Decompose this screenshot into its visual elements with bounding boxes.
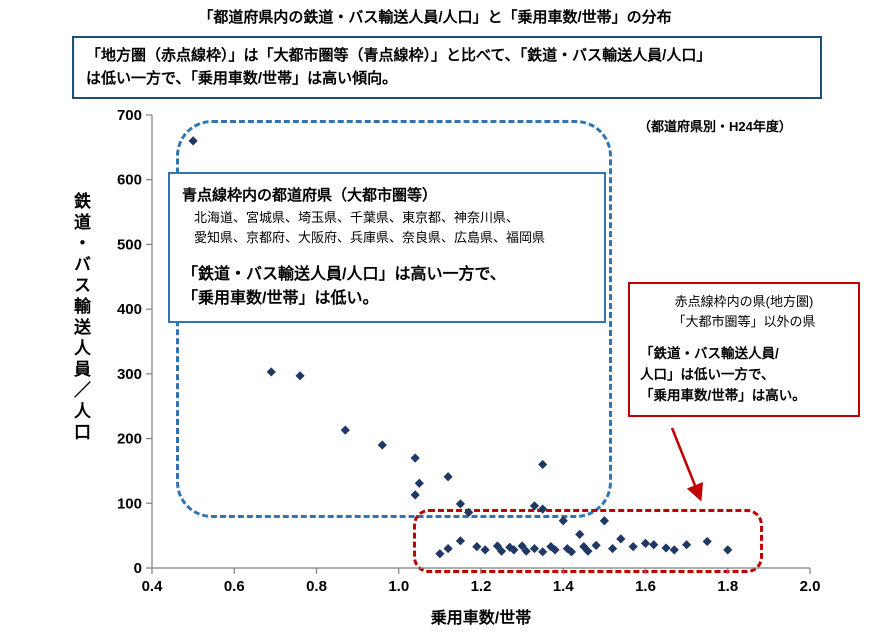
- data-point: [340, 425, 350, 435]
- regional-box-heading: 赤点線枠内の県(地方圏) 「大都市圏等」以外の県: [640, 292, 848, 332]
- x-tick-label: 2.0: [800, 578, 821, 595]
- annotation-arrow: [670, 427, 704, 502]
- data-point: [723, 545, 733, 555]
- regional-heading-line-2: 「大都市圏等」以外の県: [672, 314, 816, 330]
- fiscal-year-note: （都道府県別・H24年度）: [638, 119, 792, 134]
- data-point: [521, 546, 531, 556]
- data-point: [649, 540, 659, 550]
- data-point: [599, 516, 609, 526]
- summary-box: 「地方圏（赤点線枠）」は「大都市圏等（青点線枠）」と比べて、「鉄道・バス輸送人員…: [72, 36, 822, 99]
- data-point: [505, 542, 515, 552]
- data-point: [608, 543, 618, 554]
- data-point: [410, 453, 420, 463]
- metro-prefectures-line-2: 愛知県、京都府、大阪府、兵庫県、奈良県、広島県、福岡県: [194, 229, 546, 245]
- regional-annotation-box: 赤点線枠内の県(地方圏) 「大都市圏等」以外の県 「鉄道・バス輸送人員/ 人口」…: [628, 282, 860, 418]
- data-point: [575, 529, 585, 539]
- y-tick-label: 700: [117, 107, 142, 124]
- metro-box-prefectures: 北海道、宮城県、埼玉県、千葉県、東京都、神奈川県、 愛知県、京都府、大阪府、兵庫…: [182, 208, 592, 247]
- x-axis-label: 乗用車数/世帯: [430, 610, 532, 627]
- regional-cluster-outline: [413, 509, 763, 573]
- data-point: [562, 543, 572, 554]
- x-tick-label: 1.2: [471, 578, 492, 595]
- y-tick-label: 500: [117, 236, 142, 253]
- regional-box-statement: 「鉄道・バス輸送人員/ 人口」は低い一方で、 「乗用車数/世帯」は高い。: [640, 344, 848, 407]
- x-tick-label: 1.8: [717, 578, 738, 595]
- metro-box-statement: 「鉄道・バス輸送人員/人口」は高い一方で、 「乗用車数/世帯」は低い。: [182, 263, 592, 311]
- page-title: 「都道府県内の鉄道・バス輸送人員/人口」と「乗用車数/世帯」の分布: [198, 9, 672, 26]
- data-point: [583, 546, 593, 556]
- data-point: [550, 545, 560, 555]
- data-point: [529, 501, 540, 511]
- y-tick-label: 200: [117, 431, 142, 448]
- data-point: [414, 478, 424, 488]
- data-point: [640, 538, 651, 549]
- data-point: [455, 499, 466, 509]
- data-point: [509, 545, 519, 555]
- data-point: [472, 542, 482, 552]
- data-point: [496, 546, 507, 556]
- summary-line-2: は低い一方で、「乗用車数/世帯」は高い傾向。: [86, 70, 398, 88]
- arrow-line: [670, 427, 704, 502]
- data-point: [455, 536, 466, 546]
- x-tick-label: 1.0: [388, 578, 409, 595]
- y-tick-label: 300: [117, 366, 142, 383]
- data-point: [591, 540, 601, 550]
- data-point: [661, 543, 671, 553]
- data-point: [529, 543, 540, 554]
- data-point: [558, 516, 568, 526]
- y-tick-label: 0: [134, 560, 142, 577]
- data-point: [538, 459, 548, 470]
- data-point: [682, 540, 692, 550]
- data-point: [702, 536, 712, 547]
- data-point: [435, 549, 445, 559]
- metro-statement-line-1: 「鉄道・バス輸送人員/人口」は高い一方で、: [182, 266, 506, 283]
- x-tick-label: 0.6: [224, 578, 245, 595]
- summary-line-1: 「地方圏（赤点線枠）」は「大都市圏等（青点線枠）」と比べて、「鉄道・バス輸送人員…: [86, 47, 712, 64]
- metro-box-heading: 青点線枠内の都道府県（大都市圏等）: [182, 187, 438, 204]
- data-point: [295, 371, 305, 381]
- data-point: [538, 547, 548, 557]
- data-point: [492, 541, 503, 551]
- x-tick-label: 0.4: [142, 578, 164, 595]
- data-point: [538, 504, 548, 514]
- data-point: [443, 543, 453, 554]
- regional-heading-line-1: 赤点線枠内の県(地方圏): [674, 294, 814, 309]
- data-point: [628, 542, 638, 552]
- metro-prefectures-line-1: 北海道、宮城県、埼玉県、千葉県、東京都、神奈川県、: [194, 210, 520, 225]
- data-point: [517, 541, 527, 551]
- metro-annotation-box: 青点線枠内の都道府県（大都市圏等） 北海道、宮城県、埼玉県、千葉県、東京都、神奈…: [168, 172, 606, 323]
- x-tick-label: 0.8: [306, 578, 327, 595]
- metro-statement-line-2: 「乗用車数/世帯」は低い。: [182, 290, 379, 307]
- data-point: [443, 472, 453, 482]
- regional-statement-line-1: 「鉄道・バス輸送人員/: [640, 346, 779, 362]
- regional-statement-line-2: 人口」は低い一方で、: [640, 367, 775, 383]
- regional-statement-line-3: 「乗用車数/世帯」は高い。: [640, 388, 806, 404]
- data-point: [669, 545, 679, 555]
- data-point: [188, 136, 198, 146]
- y-tick-label: 100: [117, 495, 142, 512]
- data-point: [546, 542, 556, 552]
- x-tick-label: 1.4: [553, 578, 575, 595]
- y-tick-label: 600: [117, 172, 142, 189]
- data-point: [266, 367, 276, 377]
- x-tick-label: 1.6: [635, 578, 656, 595]
- data-point: [410, 490, 420, 500]
- data-point: [566, 547, 577, 557]
- data-point: [616, 534, 626, 544]
- y-tick-label: 400: [117, 301, 142, 318]
- data-point: [464, 507, 474, 517]
- y-axis-label: 鉄道・バス輸送人員／人口: [71, 192, 90, 444]
- data-point: [480, 545, 490, 555]
- data-point: [377, 440, 387, 450]
